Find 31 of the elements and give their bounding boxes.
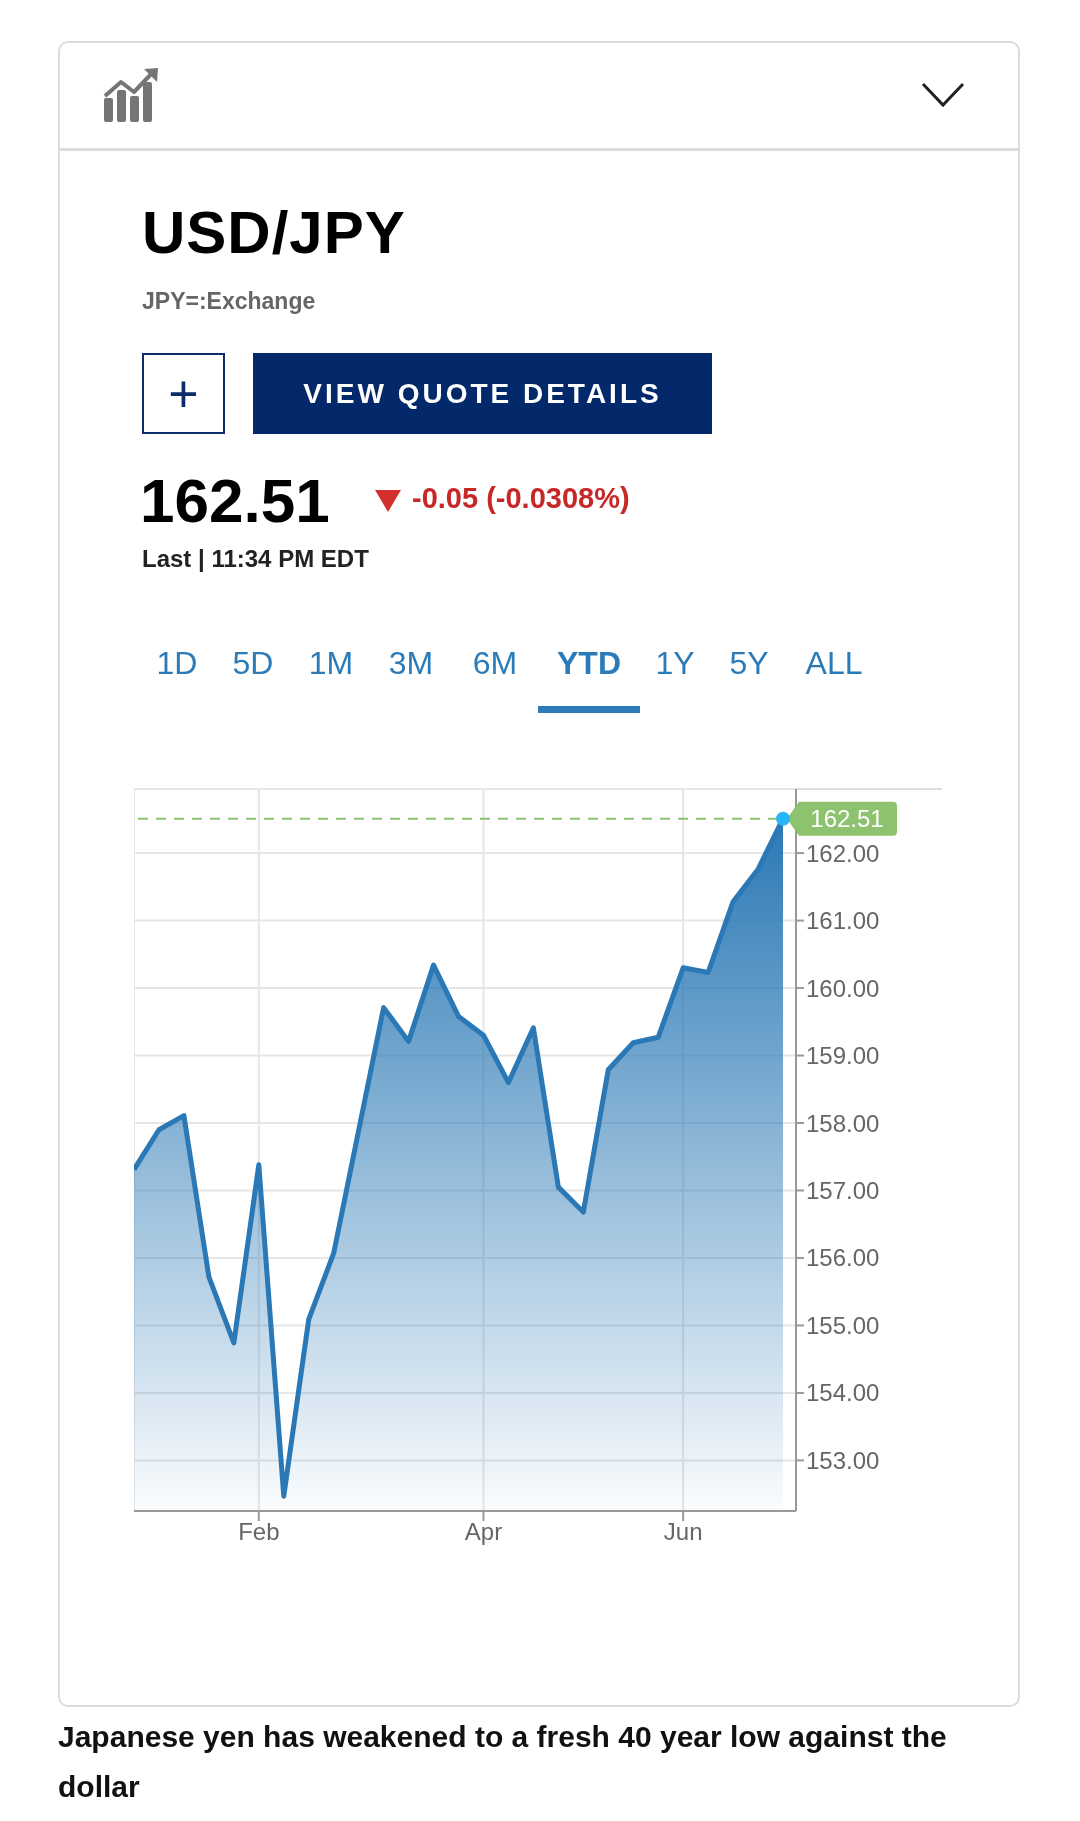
x-tick-label: Jun bbox=[663, 1518, 703, 1546]
text: + bbox=[142, 353, 225, 434]
y-tick-label: 154.00 bbox=[806, 1379, 880, 1407]
chart-subtitle: JPY=:Exchange bbox=[142, 288, 316, 315]
text: 5D bbox=[231, 645, 275, 682]
text: -0.05 (-0.0308%) bbox=[412, 482, 630, 515]
text: YTD bbox=[556, 645, 622, 682]
y-tick-label: 160.00 bbox=[806, 974, 880, 1002]
y-tick-label: 153.00 bbox=[806, 1446, 880, 1474]
y-tick-label: 157.00 bbox=[806, 1177, 880, 1205]
text: 1Y bbox=[654, 645, 696, 682]
y-tick-label: 158.00 bbox=[806, 1109, 880, 1137]
text: 5Y bbox=[728, 645, 770, 682]
text: 1D bbox=[155, 645, 199, 682]
x-tick-label: Apr bbox=[464, 1518, 503, 1546]
text: VIEW QUOTE DETAILS bbox=[253, 353, 712, 434]
y-tick-label: 156.00 bbox=[806, 1244, 880, 1272]
text: ALL bbox=[804, 645, 864, 682]
y-tick-label: 162.00 bbox=[806, 839, 880, 867]
text: Last | 11:34 PM EDT bbox=[142, 545, 369, 573]
text: 1M bbox=[307, 645, 355, 682]
y-tick-label: 155.00 bbox=[806, 1311, 880, 1339]
text: 162.51 bbox=[140, 465, 330, 536]
chart-title: USD/JPY bbox=[142, 198, 406, 267]
data-label: 162.51 bbox=[810, 804, 884, 832]
text: Japanese yen has weakened to a fresh 40 year low against the dollar bbox=[58, 1719, 948, 1805]
x-tick-label: Feb bbox=[238, 1518, 280, 1546]
y-tick-label: 159.00 bbox=[806, 1042, 880, 1070]
text: 3M bbox=[387, 645, 435, 682]
text: 6M bbox=[471, 645, 519, 682]
y-tick-label: 161.00 bbox=[806, 907, 880, 935]
